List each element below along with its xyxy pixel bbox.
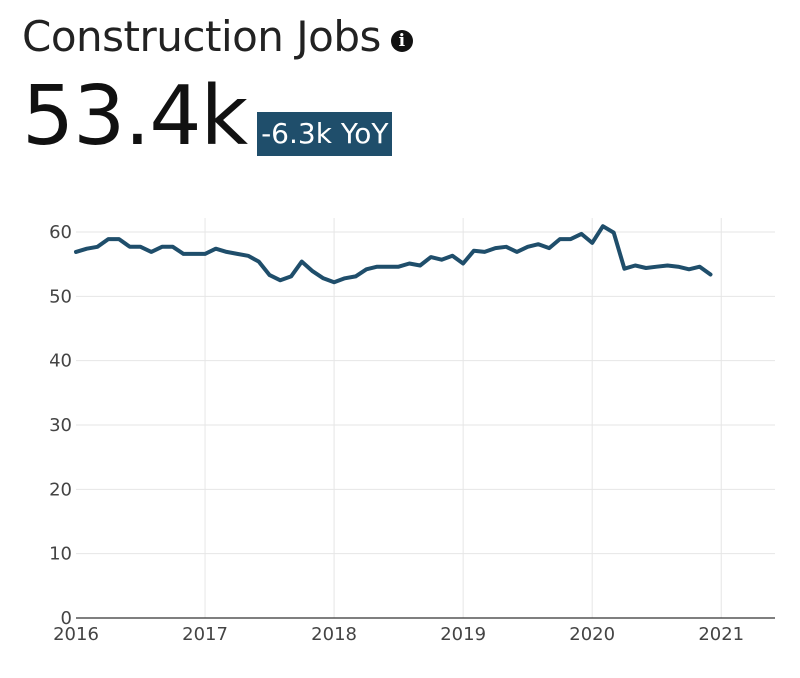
y-tick-label: 30 — [49, 415, 72, 436]
y-tick-label: 0 — [61, 608, 72, 629]
yoy-change-badge: -6.3k YoY — [257, 112, 393, 156]
y-tick-label: 40 — [49, 351, 72, 372]
title-row: Construction Jobs i — [22, 12, 413, 61]
info-icon[interactable]: i — [390, 29, 413, 52]
y-tick-label: 50 — [49, 286, 72, 307]
value-row: 53.4k -6.3k YoY — [22, 69, 393, 164]
x-tick-label: 2016 — [53, 624, 99, 645]
y-tick-label: 60 — [49, 222, 72, 243]
y-tick-label: 20 — [49, 479, 72, 500]
y-tick-label: 10 — [49, 544, 72, 565]
x-tick-label: 2019 — [440, 624, 486, 645]
current-value: 53.4k — [22, 69, 248, 164]
chart-title: Construction Jobs — [22, 12, 381, 61]
x-tick-label: 2021 — [698, 624, 744, 645]
x-tick-label: 2017 — [182, 624, 228, 645]
x-tick-label: 2018 — [311, 624, 357, 645]
x-tick-label: 2020 — [569, 624, 615, 645]
series-line — [74, 224, 713, 285]
